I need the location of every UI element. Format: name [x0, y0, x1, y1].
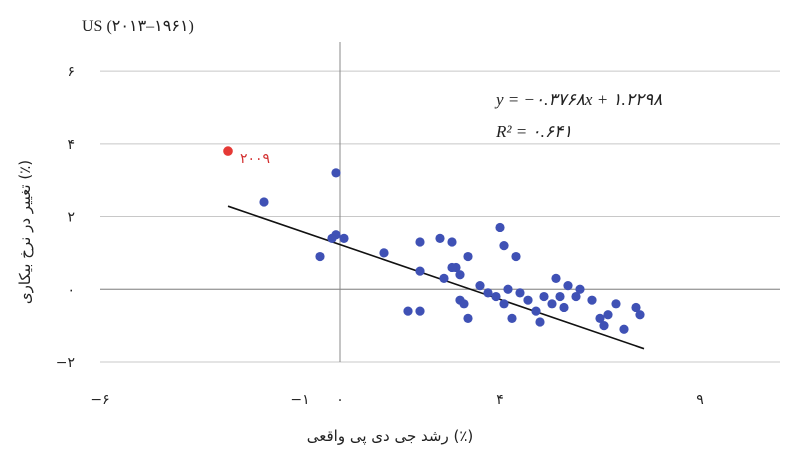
data-point: [327, 233, 337, 243]
tick-labels: −۲ ۰ ۲ ۴ ۶ −۶ −۱ ۰ ۴ ۹: [56, 64, 704, 408]
data-point: [463, 251, 473, 262]
data-point: [631, 302, 641, 313]
data-point: [331, 168, 341, 178]
data-point: [507, 313, 517, 323]
data-point: [611, 299, 621, 309]
data-point: [587, 295, 597, 305]
data-point: [635, 310, 645, 320]
data-point: [415, 266, 425, 276]
data-point: [455, 270, 465, 280]
data-point: [511, 251, 521, 262]
data-point: [439, 273, 449, 283]
data-point: [435, 233, 445, 243]
data-point: [491, 291, 501, 302]
y-tick-label: ۰: [67, 282, 75, 298]
data-point: [531, 306, 541, 316]
y-tick-label: ۲: [67, 210, 75, 226]
data-point: [555, 291, 565, 302]
data-point: [447, 262, 457, 273]
data-points: [223, 146, 645, 334]
data-point: [535, 317, 545, 327]
data-point: [499, 299, 509, 309]
data-point: [463, 313, 473, 323]
data-point: [551, 273, 561, 283]
data-point: [415, 306, 425, 316]
data-point: [447, 237, 457, 247]
data-point: [339, 233, 349, 243]
x-tick-label: ۰: [336, 392, 344, 408]
y-tick-label: ۶: [67, 64, 75, 80]
x-tick-label: −۱: [290, 392, 309, 408]
data-point: [603, 310, 613, 320]
trend-line: [227, 205, 645, 350]
data-point: [483, 288, 493, 298]
data-point: [599, 321, 609, 331]
chart-title: US (۲۰۱۳–۱۹۶۱): [82, 18, 194, 35]
data-point: [575, 284, 585, 294]
data-point: [559, 302, 569, 313]
y-tick-label: −۲: [56, 355, 75, 371]
data-point: [495, 222, 505, 233]
data-point: [503, 284, 513, 294]
data-point: [571, 291, 581, 302]
r-squared: R² = ۰.۶۴۱: [495, 122, 572, 141]
data-point: [499, 241, 509, 251]
data-point: [523, 295, 533, 305]
data-point: [563, 281, 573, 291]
data-point: [259, 197, 269, 207]
x-tick-label: ۴: [496, 392, 504, 408]
data-point: [515, 288, 525, 298]
regression-equation: y = −۰.۳۷۶۸x + ۱.۲۲۹۸: [494, 90, 662, 109]
highlight-point-2009: [223, 146, 233, 156]
data-point: [595, 313, 605, 323]
gridlines: [100, 70, 780, 363]
y-axis-title: تغییر در نرخ بیکاری (٪): [16, 160, 34, 304]
data-point: [315, 251, 325, 262]
x-tick-label: −۶: [90, 392, 109, 408]
x-tick-label: ۹: [696, 392, 704, 408]
x-axis-title: رشد جی دی پی واقعی (٪): [307, 427, 473, 446]
y-tick-label: ۴: [67, 137, 75, 153]
data-point: [619, 324, 629, 334]
data-point: [415, 237, 425, 247]
highlight-label-2009: ۲۰۰۹: [240, 151, 270, 167]
data-point: [547, 299, 557, 309]
data-point: [539, 291, 549, 302]
data-point: [475, 281, 485, 291]
data-point: [379, 248, 389, 258]
data-point: [403, 306, 413, 316]
data-point: [459, 299, 469, 309]
